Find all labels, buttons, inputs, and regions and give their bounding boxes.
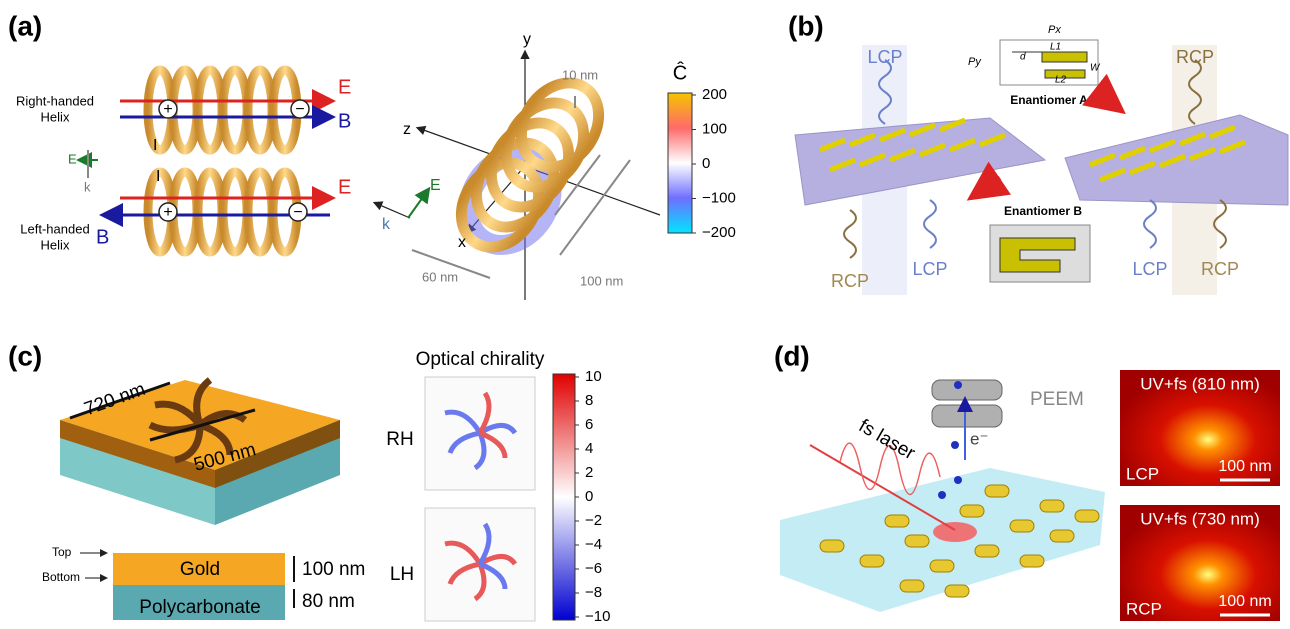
polarization-label: LCP [912,259,947,279]
dimension-label: 60 nm [422,269,458,284]
image-title: UV+fs (730 nm) [1140,509,1260,528]
dimension-label: 100 nm [302,559,365,580]
inset-label: d [1020,52,1026,63]
polarization-label: RCP [1201,259,1239,279]
colorbar-tick-label: −4 [585,536,602,553]
colorbar-tick-label: −100 [702,189,736,206]
polarization-label: RCP [831,271,869,291]
electron-label: e⁻ [970,429,988,448]
image-title: UV+fs (810 nm) [1140,374,1260,393]
helix-label: Helix [41,237,70,252]
dimension-label: 100 nm [580,273,623,288]
field-label: k [84,179,91,194]
colorbar-tick-label: 6 [585,416,593,433]
colorbar-tick-label: −200 [702,224,736,241]
inset-title: Enantiomer B [1004,204,1082,218]
current-label: I [156,168,160,185]
field-label: E [68,151,77,166]
inset-label: W [1090,63,1101,74]
row-label: LH [390,564,414,585]
laser-label: fs laser [855,415,919,464]
inset-label: Px [1048,24,1061,36]
field-label: E [338,176,351,198]
panel-c: (c) 720 nm 500 nm Gold Polycarbonate Top… [8,340,610,625]
layer-label: Gold [180,559,220,580]
arrow [1095,90,1118,108]
polarization-label: LCP [1132,259,1167,279]
helix-label: Left-handed [20,221,89,236]
colorbar [668,93,692,233]
panel-label: (b) [788,10,824,41]
colorbar-tick-label: 10 [585,368,602,385]
panel-d: (d) PEEM e⁻ fs laser UV+fs (810 nm) LCP … [774,340,1280,621]
colorbar-tick-label: −10 [585,608,610,625]
inset-label: L2 [1055,75,1067,86]
panel-label: (a) [8,10,42,41]
dimension-label: 10 nm [562,67,598,82]
colorbar-tick-label: −8 [585,584,602,601]
field-label: B [96,226,109,248]
charge: + [163,101,172,118]
inset-label: L1 [1050,42,1061,53]
image-label: RCP [1126,599,1162,618]
axis-label: x [458,234,466,251]
axis-label: y [523,31,531,48]
field-label: E [338,76,351,98]
scale-label: 100 nm [1218,458,1271,475]
current-label: I [153,137,157,154]
hotspot [933,522,977,542]
inset-label: Py [968,56,982,68]
panel-a: (a) + − + − Right-handed Helix Left-hand… [8,10,736,300]
colorbar-tick-label: 8 [585,392,593,409]
colorbar-tick-label: 0 [702,155,710,172]
row-label: RH [386,429,413,450]
arrow [975,178,1000,195]
k-arrow [375,203,410,218]
colorbar-tick-label: −6 [585,560,602,577]
e-arrow [408,190,428,218]
scale-label: 100 nm [1218,593,1271,610]
panel-b: (b) LCP RCP Px Py L1 L2 d W Enantiomer A… [788,10,1288,295]
polarization-label: RCP [1176,47,1214,67]
map-title: Optical chirality [416,349,545,370]
colorbar-tick-label: 0 [585,488,593,505]
colorbar-tick-label: 2 [585,464,593,481]
layer-marker: Top [52,545,72,559]
layer-label: Polycarbonate [139,597,260,618]
charge: − [293,204,302,221]
instrument-label: PEEM [1030,389,1084,410]
helix-3d [446,68,615,262]
layer-marker: Bottom [42,570,80,584]
helix-label: Right-handed [16,93,94,108]
colorbar-tick-label: 100 [702,120,727,137]
charge: − [295,101,304,118]
polarization-label: LCP [867,47,902,67]
field-label: k [382,216,391,233]
colorbar-tick-label: −2 [585,512,602,529]
image-label: LCP [1126,464,1159,483]
colorbar-tick-label: 200 [702,86,727,103]
panel-label: (c) [8,340,42,371]
helix-label: Helix [41,109,70,124]
colorbar-tick-label: 4 [585,440,593,457]
panel-label: (d) [774,340,810,371]
figure: (a) + − + − Right-handed Helix Left-hand… [0,0,1290,629]
dimension-label: 80 nm [302,591,355,612]
charge: + [163,204,172,221]
axis-label: z [403,121,411,138]
inset-title: Enantiomer A [1010,93,1088,107]
field-label: E [430,177,441,194]
colorbar-title: Ĉ [673,61,687,84]
peem [932,380,1002,427]
field-label: B [338,110,351,132]
colorbar [553,374,575,620]
